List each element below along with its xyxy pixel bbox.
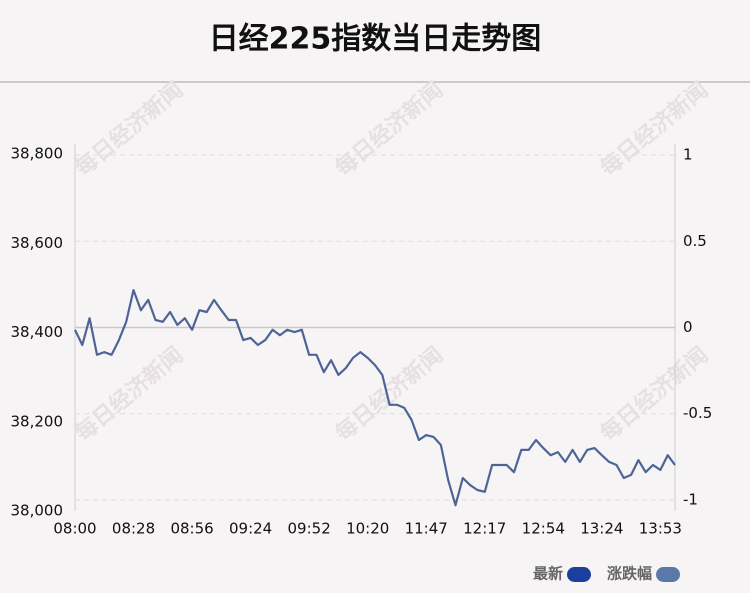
y-tick-label: 38,000 [11, 502, 64, 520]
watermark: 每日经济新闻 [595, 77, 713, 182]
y-tick-label: 38,600 [11, 234, 64, 252]
y2-tick-label: -1 [683, 490, 698, 508]
x-tick-label: 09:24 [229, 520, 272, 538]
y-tick-label: 38,400 [11, 323, 64, 341]
y2-tick-label: -0.5 [683, 404, 712, 422]
y-tick-label: 38,800 [11, 145, 64, 163]
legend-swatch [656, 567, 681, 582]
x-tick-label: 13:53 [639, 520, 682, 538]
price-line [74, 289, 676, 507]
chart-title: 日经225指数当日走势图 [209, 22, 542, 57]
x-tick-label: 11:47 [405, 520, 448, 538]
legend-label: 最新 [533, 565, 563, 583]
legend-label: 涨跌幅 [607, 565, 652, 583]
x-tick-label: 08:28 [112, 520, 155, 538]
x-tick-label: 13:24 [580, 520, 623, 538]
y2-tick-label: 0.5 [683, 232, 707, 250]
y2-tick-label: 1 [683, 146, 693, 164]
x-tick-label: 12:54 [522, 520, 565, 538]
x-tick-label: 08:56 [170, 520, 213, 538]
watermark: 每日经济新闻 [595, 342, 713, 447]
watermark: 每日经济新闻 [330, 77, 448, 182]
legend-swatch [567, 567, 592, 582]
watermark: 每日经济新闻 [70, 77, 188, 182]
x-tick-label: 12:17 [463, 520, 506, 538]
x-tick-label: 09:52 [288, 520, 331, 538]
watermark: 每日经济新闻 [330, 342, 448, 447]
y-tick-label: 38,200 [11, 412, 64, 430]
x-tick-label: 08:00 [53, 520, 96, 538]
watermark: 每日经济新闻 [70, 342, 188, 447]
x-tick-label: 10:20 [346, 520, 389, 538]
y2-tick-label: 0 [683, 318, 693, 336]
